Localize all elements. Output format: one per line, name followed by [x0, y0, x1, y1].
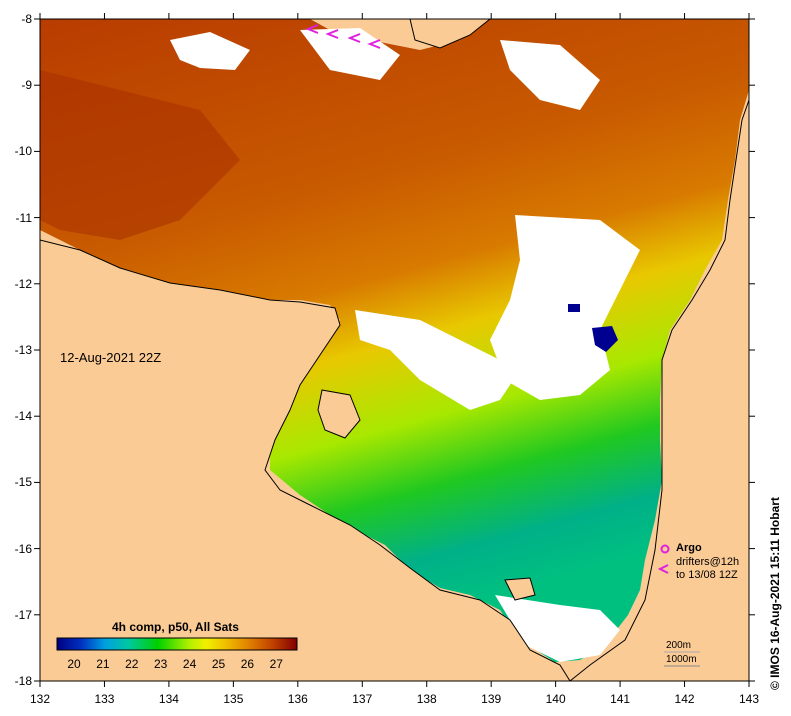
- colorbar-tick-label: 25: [211, 657, 226, 671]
- lat-tick-label: -17: [14, 607, 32, 622]
- lat-tick-label: -8: [21, 12, 32, 26]
- lon-tick-label: 141: [610, 692, 631, 706]
- lat-tick-label: -11: [15, 210, 32, 225]
- cold-patch-small: [568, 304, 580, 312]
- colorbar: [56, 637, 298, 651]
- drifter-arrow: [325, 29, 339, 39]
- lon-tick-label: 133: [94, 692, 115, 706]
- legend-drifters-line2: to 13/08 12Z: [676, 569, 738, 581]
- cloud-north3: [500, 40, 600, 110]
- tick-marks: [34, 13, 755, 687]
- timestamp-label: 12-Aug-2021 22Z: [60, 350, 162, 365]
- lon-tick-label: 137: [352, 692, 373, 706]
- lon-tick-label: 140: [545, 692, 566, 706]
- colorbar-title: 4h comp, p50, All Sats: [112, 620, 239, 634]
- cloud-central: [355, 310, 520, 410]
- cold-patch: [592, 326, 618, 352]
- land-west-arnhem: [39, 239, 571, 682]
- sea-warm-west: [40, 70, 240, 240]
- colorbar-tick-label: 26: [240, 657, 255, 671]
- lat-tick-label: -13: [14, 343, 32, 357]
- lat-tick-label: -12: [14, 276, 32, 291]
- drifter-arrow: [367, 39, 381, 49]
- land-east-coast: [568, 99, 750, 682]
- argo-symbol: [660, 544, 670, 554]
- drifter-tracks: [305, 24, 381, 49]
- colorbar-tick-label: 23: [154, 657, 168, 671]
- credit-label: © IMOS 16-Aug-2021 15:11 Hobart: [768, 497, 782, 690]
- legend-isobath-200: 200m: [666, 640, 692, 651]
- lat-tick-label: -10: [14, 144, 32, 159]
- lon-tick-label: 135: [223, 692, 244, 706]
- legend-isobath-1000: 1000m: [666, 654, 697, 665]
- colorbar-tick-label: 21: [96, 657, 110, 671]
- legend-argo-label: Argo: [676, 542, 702, 554]
- lon-tick-label: 142: [674, 692, 695, 706]
- lat-tick-label: -18: [14, 674, 32, 688]
- mornington-island: [504, 577, 536, 601]
- lon-tick-label: 138: [416, 692, 437, 706]
- lat-tick-label: -9: [21, 78, 32, 93]
- legend-drifters-line1: drifters@12h: [676, 556, 740, 568]
- lat-tick-label: -14: [14, 409, 32, 424]
- cloud-east: [490, 215, 640, 400]
- colorbar-tick-label: 24: [182, 657, 197, 671]
- cloud-north: [170, 32, 250, 70]
- lon-tick-label: 136: [287, 692, 308, 706]
- lon-tick-label: 134: [158, 692, 179, 706]
- lat-tick-label: -15: [14, 475, 32, 490]
- lon-tick-label: 143: [738, 692, 760, 706]
- groote-eylandt: [317, 389, 361, 439]
- lon-tick-label: 132: [29, 692, 51, 706]
- drifter-symbol: [657, 564, 669, 574]
- colorbar-tick-label: 22: [125, 657, 139, 671]
- drifter-arrow: [347, 33, 361, 43]
- colorbar-tick-label: 27: [269, 657, 283, 671]
- lat-tick-label: -16: [14, 541, 32, 556]
- drifter-arrow: [305, 24, 319, 34]
- lon-tick-label: 139: [481, 692, 502, 706]
- colorbar-tick-label: 20: [67, 657, 81, 671]
